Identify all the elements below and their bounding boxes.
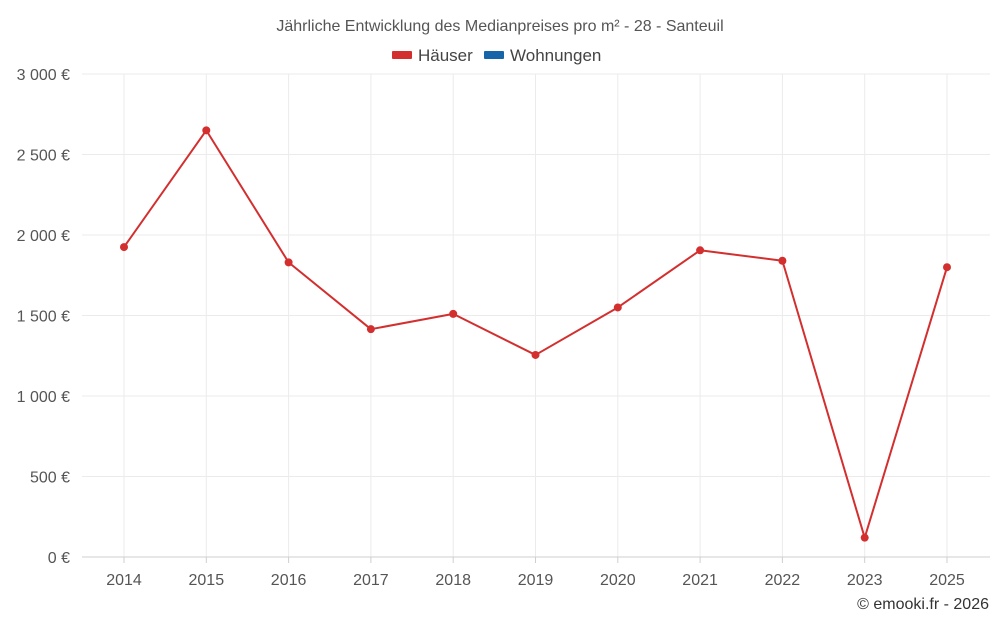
y-tick-label: 500 € [30, 470, 70, 487]
data-point[interactable] [860, 533, 869, 542]
x-tick-label: 2020 [600, 572, 636, 589]
data-point[interactable] [202, 126, 211, 135]
chart-title: Jährliche Entwicklung des Medianpreises … [276, 18, 723, 35]
y-tick-label: 0 € [48, 550, 70, 567]
data-point[interactable] [284, 258, 293, 267]
x-tick-label: 2021 [682, 572, 718, 589]
legend-label-haeuser: Häuser [418, 46, 473, 65]
x-axis-ticks: 2014 2015 2016 2017 2018 2019 2020 2021 2022 2023… [106, 572, 965, 589]
x-tick-label: 2023 [847, 572, 883, 589]
x-tick-label: 2014 [106, 572, 142, 589]
data-point[interactable] [778, 256, 787, 265]
data-point[interactable] [613, 303, 622, 312]
x-tick-label: 2018 [435, 572, 471, 589]
legend-swatch-haeuser [392, 51, 412, 59]
x-tick-label: 2015 [189, 572, 225, 589]
y-tick-label: 1 000 € [17, 389, 70, 406]
x-tick-label: 2017 [353, 572, 389, 589]
x-tick-label: 2019 [518, 572, 554, 589]
x-tick-label: 2025 [929, 572, 965, 589]
legend: Häuser Wohnungen [392, 46, 601, 65]
legend-swatch-wohnungen [484, 51, 504, 59]
data-point[interactable] [366, 325, 375, 334]
data-point[interactable] [696, 246, 705, 255]
data-point[interactable] [120, 243, 128, 252]
data-point[interactable] [531, 350, 540, 359]
legend-item-haeuser[interactable]: Häuser [392, 46, 473, 65]
x-tick-label: 2022 [765, 572, 801, 589]
y-tick-label: 2 500 € [17, 148, 70, 165]
data-point[interactable] [449, 309, 458, 318]
data-point[interactable] [943, 263, 951, 272]
x-gridlines [123, 74, 948, 563]
y-tick-label: 2 000 € [17, 228, 70, 245]
x-tick-label: 2016 [271, 572, 307, 589]
legend-item-wohnungen[interactable]: Wohnungen [484, 46, 601, 65]
series-layer [120, 126, 951, 542]
y-tick-label: 1 500 € [17, 309, 70, 326]
y-axis-ticks: 0 € 500 € 1 000 € 1 500 € 2 000 € 2 500 € 3 00… [17, 67, 70, 567]
legend-label-wohnungen: Wohnungen [510, 46, 601, 65]
credit-text: © emooki.fr - 2026 [857, 596, 989, 613]
y-tick-label: 3 000 € [17, 67, 70, 84]
